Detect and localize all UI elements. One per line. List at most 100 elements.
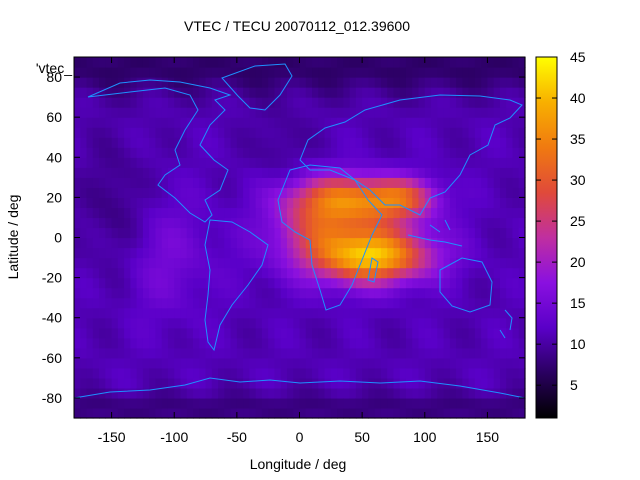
heatmap-cell bbox=[412, 337, 420, 349]
heatmap-cell bbox=[205, 247, 213, 259]
heatmap-cell bbox=[286, 267, 294, 279]
heatmap-cell bbox=[299, 77, 307, 88]
heatmap-cell bbox=[280, 297, 288, 309]
heatmap-cell bbox=[268, 227, 276, 239]
heatmap-cell bbox=[74, 187, 81, 198]
heatmap-cell bbox=[506, 97, 514, 108]
heatmap-cell bbox=[193, 207, 200, 219]
heatmap-cell bbox=[405, 197, 413, 209]
heatmap-cell bbox=[437, 57, 445, 68]
heatmap-cell bbox=[255, 387, 263, 399]
heatmap-cell bbox=[387, 287, 395, 299]
heatmap-cell bbox=[80, 167, 88, 178]
heatmap-cell bbox=[337, 397, 344, 409]
heatmap-cell bbox=[405, 167, 413, 178]
heatmap-cell bbox=[318, 257, 326, 269]
heatmap-cell bbox=[80, 247, 88, 259]
heatmap-cell bbox=[481, 87, 489, 98]
heatmap-cell bbox=[324, 217, 332, 229]
heatmap-cell bbox=[180, 57, 188, 68]
heatmap-cell bbox=[449, 327, 457, 339]
heatmap-cell bbox=[180, 227, 188, 239]
heatmap-cell bbox=[130, 187, 138, 198]
heatmap-cell bbox=[286, 97, 294, 108]
heatmap-cell bbox=[286, 197, 294, 209]
heatmap-cell bbox=[518, 117, 526, 128]
heatmap-cell bbox=[362, 277, 370, 289]
heatmap-cell bbox=[149, 387, 157, 399]
heatmap-cell bbox=[343, 147, 351, 158]
heatmap-cell bbox=[518, 337, 526, 349]
heatmap-cell bbox=[174, 337, 182, 349]
heatmap-cell bbox=[199, 347, 207, 359]
heatmap-cell bbox=[80, 157, 88, 168]
heatmap-cell bbox=[412, 257, 420, 269]
heatmap-cell bbox=[474, 357, 482, 369]
heatmap-cell bbox=[506, 377, 514, 389]
heatmap-cell bbox=[437, 207, 445, 219]
heatmap-cell bbox=[456, 377, 463, 389]
heatmap-cell bbox=[468, 177, 476, 188]
heatmap-cell bbox=[431, 97, 438, 108]
heatmap-cell bbox=[349, 387, 357, 399]
heatmap-cell bbox=[412, 277, 420, 289]
heatmap-cell bbox=[136, 277, 144, 289]
heatmap-cell bbox=[355, 87, 363, 98]
heatmap-cell bbox=[261, 307, 269, 319]
heatmap-cell bbox=[299, 197, 307, 209]
heatmap-cell bbox=[167, 327, 175, 339]
heatmap-cell bbox=[418, 257, 426, 269]
heatmap-cell bbox=[349, 117, 357, 128]
heatmap-cell bbox=[393, 387, 401, 399]
heatmap-cell bbox=[462, 107, 470, 118]
heatmap-cell bbox=[161, 127, 169, 138]
heatmap-cell bbox=[174, 87, 182, 98]
heatmap-cell bbox=[274, 377, 282, 389]
heatmap-cell bbox=[130, 127, 138, 138]
heatmap-cell bbox=[349, 367, 357, 379]
heatmap-cell bbox=[274, 187, 282, 198]
heatmap-cell bbox=[506, 187, 514, 198]
heatmap-cell bbox=[167, 397, 175, 409]
heatmap-cell bbox=[355, 217, 363, 229]
heatmap-cell bbox=[268, 267, 276, 279]
heatmap-cell bbox=[86, 357, 94, 369]
heatmap-cell bbox=[343, 117, 351, 128]
heatmap-cell bbox=[149, 347, 157, 359]
heatmap-cell bbox=[405, 237, 413, 249]
heatmap-cell bbox=[280, 267, 288, 279]
heatmap-cell bbox=[481, 147, 489, 158]
heatmap-cell bbox=[130, 407, 138, 419]
coastline-indonesia bbox=[407, 219, 463, 247]
heatmap-cell bbox=[343, 267, 351, 279]
heatmap-cell bbox=[218, 167, 225, 178]
heatmap-cell bbox=[180, 407, 188, 419]
heatmap-cell bbox=[111, 77, 119, 88]
heatmap-cell bbox=[343, 357, 351, 369]
heatmap-cell bbox=[286, 297, 294, 309]
heatmap-cell bbox=[424, 247, 432, 259]
heatmap-cell bbox=[249, 407, 257, 419]
heatmap-cell bbox=[518, 367, 526, 379]
heatmap-cell bbox=[186, 257, 194, 269]
heatmap-cell bbox=[149, 167, 157, 178]
heatmap-cell bbox=[80, 87, 88, 98]
heatmap-cell bbox=[186, 397, 194, 409]
heatmap-cell bbox=[249, 287, 257, 299]
heatmap-cell bbox=[142, 67, 150, 78]
heatmap-cell bbox=[124, 357, 131, 369]
heatmap-cell bbox=[174, 247, 182, 259]
heatmap-cell bbox=[474, 327, 482, 339]
heatmap-cell bbox=[330, 377, 338, 389]
heatmap-cell bbox=[418, 277, 426, 289]
heatmap-cell bbox=[161, 77, 169, 88]
heatmap-cell bbox=[474, 157, 482, 168]
heatmap-cell bbox=[130, 287, 138, 299]
heatmap-cell bbox=[161, 247, 169, 259]
heatmap-cell bbox=[117, 387, 125, 399]
heatmap-cell bbox=[293, 167, 301, 178]
heatmap-cell bbox=[380, 257, 388, 269]
heatmap-cell bbox=[111, 127, 119, 138]
heatmap-cell bbox=[437, 67, 445, 78]
heatmap-cell bbox=[299, 327, 307, 339]
